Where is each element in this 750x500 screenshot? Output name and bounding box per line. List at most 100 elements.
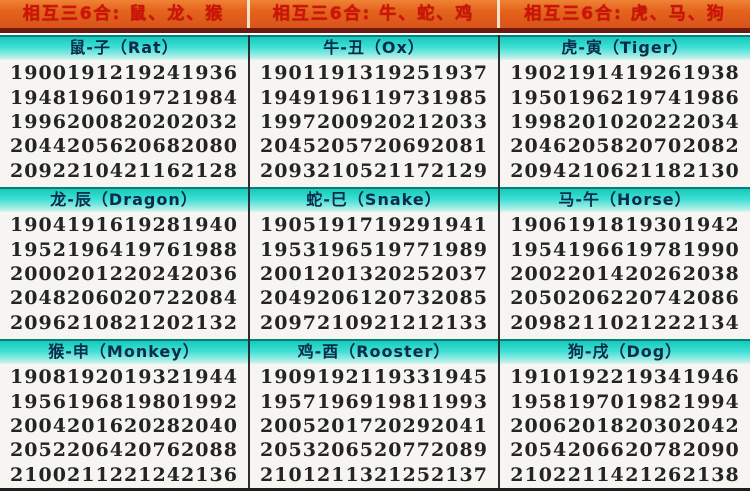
- year-cell: 2004: [10, 414, 67, 437]
- year-cell: 2076: [124, 439, 181, 462]
- year-cell: 1954: [510, 238, 568, 261]
- year-cell: 1918: [567, 214, 625, 237]
- year-cell: 1998: [510, 110, 568, 133]
- year-cell: 1930: [625, 214, 683, 237]
- year-cell: 1914: [567, 62, 625, 85]
- year-cell: 2006: [510, 414, 568, 437]
- year-cell: 2032: [181, 110, 238, 133]
- year-grid-ox: 1901 1913 1925 1937 1949 1961 1973 1985 1997 2009…: [250, 60, 498, 184]
- year-cell: 2084: [181, 287, 238, 310]
- section-label: 龙-辰（Dragon）: [50, 190, 198, 209]
- year-cell: 1992: [181, 390, 238, 413]
- year-cell: 2136: [181, 463, 238, 486]
- year-cell: 2049: [260, 287, 317, 310]
- year-cell: 1985: [431, 86, 488, 109]
- year-cell: 2010: [567, 110, 625, 133]
- year-cell: 2033: [431, 110, 488, 133]
- year-cell: 2122: [625, 311, 683, 334]
- column-tiger-horse-dog: 虎-寅（Tiger） 1902 1914 1926 1938 1950 1962 1974 1…: [500, 35, 750, 488]
- year-cell: 1916: [67, 214, 124, 237]
- year-cell: 2062: [567, 287, 625, 310]
- year-cell: 1924: [124, 62, 181, 85]
- year-cell: 2070: [625, 135, 683, 158]
- year-cell: 2138: [682, 463, 740, 486]
- year-cell: 2114: [567, 463, 625, 486]
- year-cell: 1974: [625, 86, 683, 109]
- year-cell: 2042: [682, 414, 740, 437]
- year-cell: 2053: [260, 439, 317, 462]
- year-cell: 1976: [124, 238, 181, 261]
- section-header-monkey: 猴-申（Monkey）: [0, 339, 248, 364]
- year-cell: 2132: [181, 311, 238, 334]
- year-cell: 1928: [124, 214, 181, 237]
- year-cell: 1901: [260, 62, 317, 85]
- year-grid-dragon: 1904 1916 1928 1940 1952 1964 1976 1988 2000 2012…: [0, 212, 248, 336]
- year-cell: 1910: [510, 366, 568, 389]
- year-cell: 1932: [124, 366, 181, 389]
- year-cell: 2068: [124, 135, 181, 158]
- section-header-dragon: 龙-辰（Dragon）: [0, 187, 248, 212]
- zodiac-columns: 鼠-子（Rat） 1900 1912 1924 1936 1948 1960 1972 198…: [0, 35, 750, 488]
- compatibility-header-ox-snake-rooster: 相互三6合: 牛、蛇、鸡: [250, 0, 500, 28]
- year-cell: 1986: [682, 86, 740, 109]
- year-cell: 1926: [625, 62, 683, 85]
- year-cell: 1922: [567, 366, 625, 389]
- year-cell: 1904: [10, 214, 67, 237]
- year-cell: 2046: [510, 135, 568, 158]
- year-grid-rooster: 1909 1921 1933 1945 1957 1969 1981 1993 2005 2017…: [250, 364, 498, 488]
- year-cell: 2050: [510, 287, 568, 310]
- year-cell: 1988: [181, 238, 238, 261]
- year-cell: 1996: [10, 110, 67, 133]
- column-ox-snake-rooster: 牛-丑（Ox） 1901 1913 1925 1937 1949 1961 1973 1985…: [250, 35, 500, 488]
- year-cell: 2013: [317, 262, 374, 285]
- year-cell: 1934: [625, 366, 683, 389]
- year-cell: 1980: [124, 390, 181, 413]
- year-cell: 2005: [260, 414, 317, 437]
- year-cell: 2014: [567, 262, 625, 285]
- year-cell: 2061: [317, 287, 374, 310]
- year-cell: 1948: [10, 86, 67, 109]
- year-cell: 1944: [181, 366, 238, 389]
- year-cell: 2134: [682, 311, 740, 334]
- section-header-snake: 蛇-巳（Snake）: [250, 187, 498, 212]
- year-cell: 1921: [317, 366, 374, 389]
- year-cell: 2040: [181, 414, 238, 437]
- year-cell: 2069: [374, 135, 431, 158]
- year-grid-monkey: 1908 1920 1932 1944 1956 1968 1980 1992 2004 2016…: [0, 364, 248, 488]
- year-cell: 1953: [260, 238, 317, 261]
- year-cell: 2118: [625, 159, 683, 182]
- compatibility-header-tiger-horse-dog: 相互三6合: 虎、马、狗: [524, 4, 726, 24]
- year-cell: 1908: [10, 366, 67, 389]
- year-cell: 2108: [67, 311, 124, 334]
- section-label: 鼠-子（Rat）: [69, 38, 179, 57]
- year-cell: 2086: [682, 287, 740, 310]
- year-cell: 1960: [67, 86, 124, 109]
- year-grid-dog: 1910 1922 1934 1946 1958 1970 1982 1994 2006 2018…: [500, 364, 750, 488]
- year-cell: 2001: [260, 262, 317, 285]
- year-cell: 1958: [510, 390, 568, 413]
- year-cell: 2034: [682, 110, 740, 133]
- year-cell: 2090: [682, 439, 740, 462]
- year-cell: 2052: [10, 439, 67, 462]
- year-cell: 1913: [317, 62, 374, 85]
- year-cell: 2025: [374, 262, 431, 285]
- section-header-horse: 马-午（Horse）: [500, 187, 750, 212]
- year-cell: 2073: [374, 287, 431, 310]
- year-cell: 2036: [181, 262, 238, 285]
- year-cell: 2130: [682, 159, 740, 182]
- year-cell: 1957: [260, 390, 317, 413]
- year-cell: 1962: [567, 86, 625, 109]
- year-cell: 2101: [260, 463, 317, 486]
- maroon-separator: [0, 28, 750, 33]
- year-cell: 2065: [317, 439, 374, 462]
- year-cell: 1982: [625, 390, 683, 413]
- year-cell: 2104: [67, 159, 124, 182]
- year-grid-horse: 1906 1918 1930 1942 1954 1966 1978 1990 2002 2014…: [500, 212, 750, 336]
- section-label: 狗-戌（Dog）: [567, 342, 683, 361]
- section-header-rooster: 鸡-酉（Rooster）: [250, 339, 498, 364]
- year-cell: 1950: [510, 86, 568, 109]
- compatibility-header-bar: 相互三6合: 鼠、龙、猴 相互三6合: 牛、蛇、鸡 相互三6合: 虎、马、狗: [0, 0, 750, 28]
- year-cell: 2008: [67, 110, 124, 133]
- year-cell: 2045: [260, 135, 317, 158]
